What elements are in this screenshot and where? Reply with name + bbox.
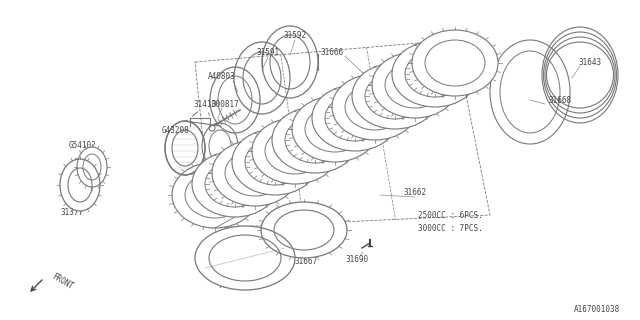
Ellipse shape [195, 226, 295, 290]
Text: 31643: 31643 [579, 58, 602, 67]
Text: F10017: F10017 [218, 281, 246, 290]
Text: A167001038: A167001038 [573, 306, 620, 315]
Ellipse shape [252, 118, 338, 184]
Ellipse shape [60, 159, 100, 211]
Ellipse shape [392, 41, 478, 107]
Ellipse shape [165, 121, 205, 175]
Text: 31413: 31413 [193, 100, 216, 108]
Text: 31666: 31666 [321, 47, 344, 57]
Text: 31690: 31690 [346, 255, 369, 265]
Text: 31591: 31591 [257, 47, 280, 57]
Text: 31668: 31668 [548, 95, 572, 105]
Text: 3000CC : 7PCS.: 3000CC : 7PCS. [418, 223, 483, 233]
Ellipse shape [192, 151, 278, 217]
Ellipse shape [272, 107, 358, 173]
Text: D00817: D00817 [211, 100, 239, 108]
Ellipse shape [172, 162, 258, 228]
Ellipse shape [292, 96, 378, 162]
Text: A40803: A40803 [208, 71, 236, 81]
Text: 31592: 31592 [284, 30, 307, 39]
Ellipse shape [312, 85, 398, 151]
Text: G43208: G43208 [161, 125, 189, 134]
Ellipse shape [372, 52, 458, 118]
Ellipse shape [212, 140, 298, 206]
Ellipse shape [352, 63, 438, 129]
Ellipse shape [412, 30, 498, 96]
Text: 31377: 31377 [60, 207, 84, 217]
Ellipse shape [77, 147, 107, 187]
Text: FRONT: FRONT [50, 272, 74, 291]
Text: 31662: 31662 [403, 188, 427, 196]
Text: G54102: G54102 [68, 140, 96, 149]
Text: 31667: 31667 [294, 258, 317, 267]
Ellipse shape [232, 129, 318, 195]
Ellipse shape [261, 202, 347, 258]
Ellipse shape [332, 74, 418, 140]
Text: 2500CC : 6PCS.: 2500CC : 6PCS. [418, 211, 483, 220]
